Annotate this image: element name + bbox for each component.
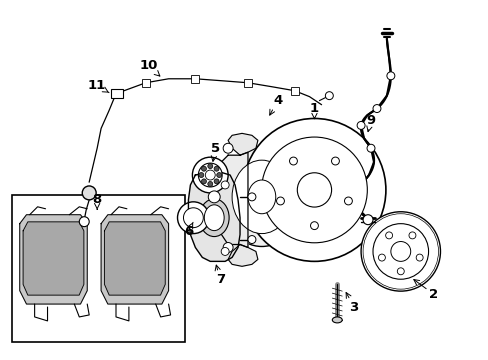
Circle shape xyxy=(360,212,440,291)
Bar xyxy=(142,79,149,87)
Text: 2: 2 xyxy=(413,280,437,301)
Circle shape xyxy=(192,157,228,193)
Ellipse shape xyxy=(332,317,342,323)
Polygon shape xyxy=(20,215,87,304)
Circle shape xyxy=(79,217,89,227)
Circle shape xyxy=(386,72,394,80)
Circle shape xyxy=(199,172,203,177)
Ellipse shape xyxy=(247,180,275,214)
Bar xyxy=(191,75,199,83)
Circle shape xyxy=(216,172,221,177)
Circle shape xyxy=(261,137,366,243)
Ellipse shape xyxy=(376,243,388,260)
Ellipse shape xyxy=(232,160,291,234)
Polygon shape xyxy=(104,222,165,295)
Polygon shape xyxy=(101,215,168,304)
Text: 7: 7 xyxy=(215,265,224,286)
Text: 6: 6 xyxy=(183,222,193,238)
Circle shape xyxy=(310,222,318,230)
Text: 8: 8 xyxy=(92,193,102,209)
Bar xyxy=(244,79,251,87)
Text: 5: 5 xyxy=(210,142,219,161)
Circle shape xyxy=(325,92,333,100)
Circle shape xyxy=(177,202,209,234)
Circle shape xyxy=(297,173,331,207)
Polygon shape xyxy=(228,133,257,155)
Circle shape xyxy=(372,105,380,113)
Polygon shape xyxy=(228,244,257,266)
Text: 10: 10 xyxy=(139,59,160,76)
Circle shape xyxy=(82,186,96,200)
Circle shape xyxy=(214,179,219,184)
Circle shape xyxy=(331,157,339,165)
Circle shape xyxy=(243,118,385,261)
Circle shape xyxy=(366,144,374,152)
Polygon shape xyxy=(23,222,83,295)
Bar xyxy=(290,87,298,95)
Ellipse shape xyxy=(204,205,224,231)
Circle shape xyxy=(201,166,206,171)
Text: 4: 4 xyxy=(269,94,282,115)
Circle shape xyxy=(415,254,422,261)
Text: 9: 9 xyxy=(366,114,375,132)
Circle shape xyxy=(221,181,229,189)
Circle shape xyxy=(344,197,352,205)
Circle shape xyxy=(356,121,365,129)
Circle shape xyxy=(362,215,372,225)
Circle shape xyxy=(221,247,229,255)
Circle shape xyxy=(205,170,215,180)
Circle shape xyxy=(208,191,220,203)
Circle shape xyxy=(214,166,219,171)
Circle shape xyxy=(183,208,203,228)
Text: 3: 3 xyxy=(346,293,358,314)
Text: 11: 11 xyxy=(88,79,109,93)
Circle shape xyxy=(276,197,284,205)
Circle shape xyxy=(289,157,297,165)
Circle shape xyxy=(390,242,410,261)
Bar xyxy=(12,195,185,342)
Circle shape xyxy=(223,143,233,153)
Circle shape xyxy=(198,163,222,187)
Circle shape xyxy=(408,232,415,239)
Circle shape xyxy=(223,243,233,252)
Circle shape xyxy=(372,224,427,279)
Ellipse shape xyxy=(199,199,229,237)
Polygon shape xyxy=(188,172,240,261)
Circle shape xyxy=(378,254,385,261)
Text: 1: 1 xyxy=(309,102,318,118)
Circle shape xyxy=(385,232,392,239)
Bar xyxy=(111,89,122,98)
Circle shape xyxy=(247,193,255,201)
Circle shape xyxy=(396,268,404,275)
Circle shape xyxy=(201,179,206,184)
Circle shape xyxy=(207,164,212,168)
Circle shape xyxy=(247,235,255,243)
Polygon shape xyxy=(210,152,247,247)
Ellipse shape xyxy=(221,147,302,247)
Circle shape xyxy=(207,181,212,186)
